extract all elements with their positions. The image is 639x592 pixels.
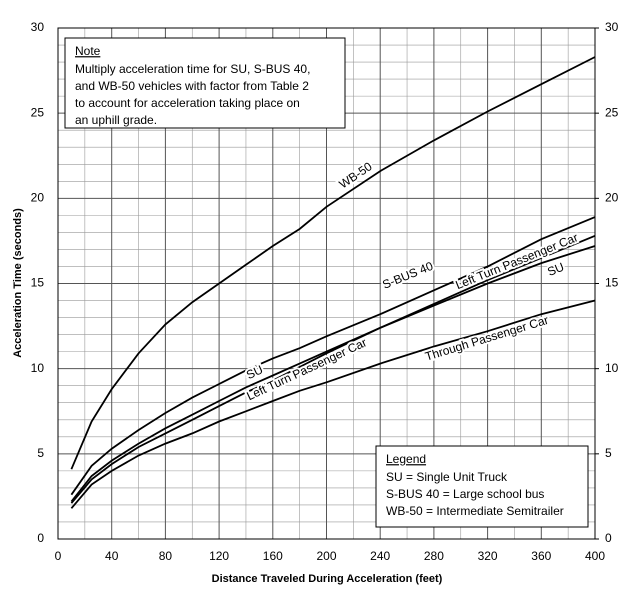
legend_box-line: WB-50 = Intermediate Semitrailer [386,504,564,518]
y2-tick-label: 30 [605,20,619,34]
curve [70,299,596,509]
legend_box-title: Legend [386,452,426,466]
curve [70,245,596,504]
curve [70,234,596,503]
y-tick-label: 30 [31,20,45,34]
y-tick-label: 15 [31,276,45,290]
x-tick-label: 0 [55,549,62,563]
x-tick-label: 280 [424,549,444,563]
note-line: and WB-50 vehicles with factor from Tabl… [75,79,309,93]
x-tick-label: 80 [159,549,173,563]
y-tick-label: 25 [31,105,45,119]
x-tick-label: 40 [105,549,119,563]
legend_box-line: S-BUS 40 = Large school bus [386,487,544,501]
curve-label: SU [545,260,566,279]
plot-frame [57,27,596,540]
note-title: Note [75,44,101,58]
curve-label: SU [244,362,265,382]
x-axis-title: Distance Traveled During Acceleration (f… [212,573,443,585]
y-axis-title: Acceleration Time (seconds) [12,208,24,358]
y-tick-label: 20 [31,191,45,205]
curve [70,56,596,470]
y2-tick-label: 25 [605,105,619,119]
y2-tick-label: 10 [605,361,619,375]
note-line: to account for acceleration taking place… [75,96,300,110]
y2-tick-label: 15 [605,276,619,290]
curve [70,216,596,496]
y2-tick-label: 5 [605,446,612,460]
y-tick-label: 5 [37,446,44,460]
legend_box-box [375,445,589,528]
legend_box-line: SU = Single Unit Truck [386,470,508,484]
curve-label: S-BUS 40 [380,259,435,292]
x-tick-label: 360 [531,549,551,563]
note-line: an uphill grade. [75,113,157,127]
x-tick-label: 240 [370,549,390,563]
x-tick-label: 400 [585,549,605,563]
y-tick-label: 10 [31,361,45,375]
curve-label-halo: SU [545,260,566,279]
x-tick-label: 200 [316,549,336,563]
note-box [64,37,346,129]
y2-tick-label: 20 [605,191,619,205]
x-tick-label: 320 [478,549,498,563]
curves [70,56,596,509]
y-tick-label: 0 [37,531,44,545]
y2-tick-label: 0 [605,531,612,545]
curve-label: Through Passenger Car [423,313,550,364]
x-tick-label: 120 [209,549,229,563]
note-line: Multiply acceleration time for SU, S-BUS… [75,62,310,76]
x-tick-label: 160 [263,549,283,563]
